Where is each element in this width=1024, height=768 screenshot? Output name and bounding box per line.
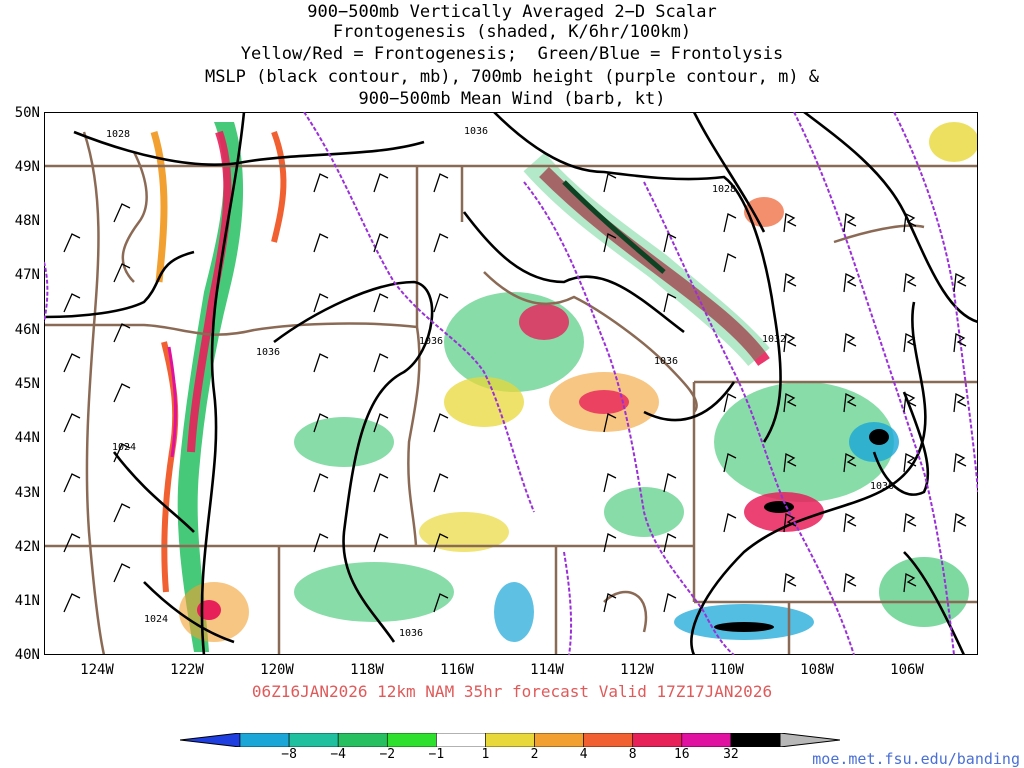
title-line-1: 900−500mb Vertically Averaged 2−D Scalar [307, 2, 717, 22]
lat-label-48n: 48N [14, 213, 40, 229]
credit-url: moe.met.fsu.edu/banding [812, 750, 1020, 768]
lon-label-120w: 120W [260, 662, 294, 678]
contour-label-1036-id: 1036 [419, 336, 443, 347]
contour-label-1024-ca: 1024 [144, 614, 168, 625]
lon-label-106w: 106W [890, 662, 924, 678]
contour-label-1036-wy: 1036 [870, 481, 894, 492]
colorbar-arrow-left [180, 733, 241, 747]
colorbar-swatch [534, 733, 584, 747]
contour-label-1036-top: 1036 [464, 126, 488, 137]
lat-label-40n: 40N [14, 647, 40, 663]
lon-label-110w: 110W [710, 662, 744, 678]
title-line-5: 900−500mb Mean Wind (barb, kt) [358, 89, 666, 109]
colorbar-tick-label: −4 [330, 747, 346, 762]
mslp-contours [44, 112, 978, 655]
contour-label-1028-mt: 1028 [712, 184, 736, 195]
lon-label-116w: 116W [440, 662, 474, 678]
lat-label-43n: 43N [14, 485, 40, 501]
forecast-valid-text: 06Z16JAN2026 12km NAM 35hr forecast Vali… [251, 682, 773, 701]
colorbar-tick-label: 32 [723, 747, 739, 762]
colorbar-tick-label: −8 [281, 747, 297, 762]
lat-label-50n: 50N [14, 105, 40, 121]
colorbar-swatch [681, 733, 732, 747]
contour-label-1036-or: 1036 [256, 347, 280, 358]
colorbar-swatch [386, 733, 437, 747]
contour-label-1032: 1032 [762, 334, 786, 345]
colorbar [180, 733, 840, 747]
frontogenesis-shading [150, 122, 978, 652]
contour-labels: 1028 1036 1028 1036 1036 1032 1036 1024 … [106, 126, 894, 639]
colorbar-arrow-right [779, 733, 840, 747]
lat-label-41n: 41N [14, 593, 40, 609]
colorbar-tick-label: 1 [481, 747, 490, 762]
lat-label-47n: 47N [14, 267, 40, 283]
colorbar-tick-label: 2 [530, 747, 539, 762]
lon-label-114w: 114W [530, 662, 564, 678]
lat-label-49n: 49N [14, 159, 40, 175]
contour-label-1024-coast: 1024 [112, 442, 136, 453]
colorbar-tick-label: 8 [628, 747, 637, 762]
height700-contours [44, 112, 978, 655]
contour-label-1036-nv: 1036 [399, 628, 423, 639]
title-line-3: Yellow/Red = Frontogenesis; Green/Blue =… [240, 44, 784, 64]
contour-label-1028-nw: 1028 [106, 129, 130, 140]
lon-label-118w: 118W [350, 662, 384, 678]
map-panel: 1028 1036 1028 1036 1036 1032 1036 1024 … [44, 112, 978, 655]
title-line-2: Frontogenesis (shaded, K/6hr/100km) [332, 22, 692, 42]
colorbar-tick-label: 16 [673, 747, 690, 762]
colorbar-swatch [436, 733, 486, 747]
wind-barbs [63, 173, 967, 613]
colorbar-swatch [632, 733, 683, 747]
lon-label-112w: 112W [620, 662, 654, 678]
title-line-4: MSLP (black contour, mb), 700mb height (… [204, 67, 820, 87]
lat-label-45n: 45N [14, 376, 40, 392]
colorbar-swatch [337, 733, 388, 747]
colorbar-swatch [730, 733, 781, 747]
colorbar-tick-label: −2 [379, 747, 396, 762]
lat-label-42n: 42N [14, 539, 40, 555]
colorbar-tick-label: −1 [428, 747, 445, 762]
lon-label-108w: 108W [800, 662, 834, 678]
colorbar-swatch [583, 733, 634, 747]
state-borders [44, 131, 978, 655]
colorbar-tick-label: 4 [579, 747, 588, 762]
contour-label-1036-mt: 1036 [654, 356, 678, 367]
colorbar-swatch [485, 733, 535, 747]
colorbar-swatch [239, 733, 290, 747]
lon-label-124w: 124W [80, 662, 114, 678]
lat-label-44n: 44N [14, 430, 40, 446]
lon-label-122w: 122W [170, 662, 204, 678]
colorbar-swatch [288, 733, 339, 747]
lat-label-46n: 46N [14, 322, 40, 338]
